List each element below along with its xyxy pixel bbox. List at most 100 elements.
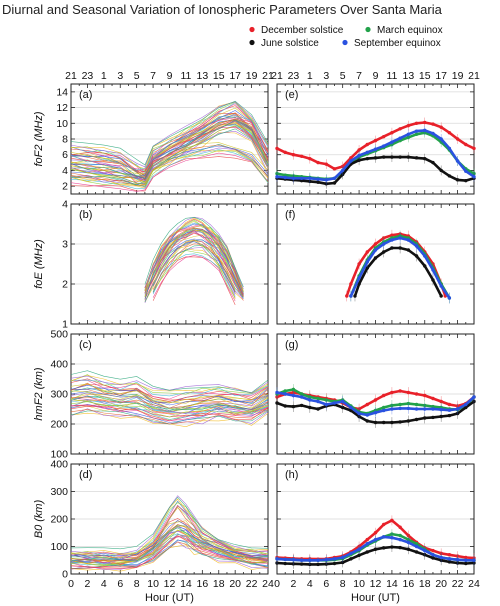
- data-point: [414, 129, 419, 133]
- top-tick-label: 3: [323, 70, 329, 82]
- legend-label: September equinox: [354, 38, 441, 49]
- y-axis-label: foE (MHz): [33, 239, 45, 289]
- series-line: [70, 529, 269, 564]
- data-point: [283, 557, 287, 562]
- series-line: [144, 220, 244, 294]
- data-point: [382, 250, 386, 254]
- series-line: [70, 156, 269, 192]
- series-line: [70, 496, 269, 550]
- y-tick-label: 200: [50, 514, 68, 526]
- data-point: [431, 548, 435, 553]
- series-line: [70, 101, 269, 172]
- data-point: [398, 236, 402, 240]
- y-tick-label: 4: [62, 199, 68, 211]
- data-point: [423, 548, 427, 553]
- data-point: [349, 156, 353, 160]
- legend-label: March equinox: [377, 25, 443, 36]
- data-point: [390, 545, 394, 549]
- series-line: [70, 116, 269, 180]
- data-point: [373, 242, 378, 246]
- data-point: [439, 125, 443, 129]
- data-point: [398, 537, 402, 542]
- series-line: [70, 526, 269, 566]
- data-point: [349, 282, 353, 286]
- data-point: [283, 561, 287, 566]
- series-line: [152, 245, 236, 293]
- data-point: [357, 547, 361, 551]
- data-point: [423, 254, 427, 258]
- series-line: [70, 409, 269, 425]
- panel-c: 100 200 300 400 500 (c) hmF2 (km): [33, 329, 269, 461]
- top-tick-label: 15: [419, 70, 431, 82]
- data-point: [373, 420, 378, 425]
- data-point: [357, 411, 361, 416]
- top-tick-label: 11: [386, 70, 397, 82]
- data-point: [340, 405, 345, 410]
- series-line: [70, 122, 269, 183]
- series-line: [70, 495, 269, 555]
- series-line: [144, 229, 244, 297]
- data-point: [373, 398, 378, 402]
- data-point: [414, 392, 419, 396]
- data-point: [357, 148, 361, 152]
- data-point: [455, 137, 460, 141]
- data-point: [316, 160, 320, 165]
- series-line: [144, 230, 244, 295]
- data-point: [291, 558, 296, 562]
- x-tick-label: 14: [386, 578, 398, 590]
- data-point: [414, 417, 419, 422]
- series-line: [70, 149, 269, 188]
- data-point: [447, 131, 452, 135]
- x-tick-label: 10: [147, 578, 159, 590]
- series-line: [144, 224, 244, 294]
- data-point: [382, 535, 386, 539]
- data-point: [398, 127, 402, 131]
- series-line: [70, 142, 269, 178]
- x-tick-label: 24: [262, 578, 274, 590]
- x-tick-label: 20: [229, 578, 241, 590]
- data-point: [299, 178, 304, 183]
- data-point: [308, 558, 312, 562]
- series-line: [70, 525, 269, 559]
- series-line: [70, 149, 269, 186]
- data-point: [390, 407, 394, 411]
- top-tick-label: 19: [452, 70, 464, 82]
- data-point: [390, 420, 394, 425]
- top-tick-label: 5: [134, 70, 140, 82]
- series-line: [70, 541, 269, 569]
- series-line: [70, 398, 269, 416]
- data-point: [373, 531, 378, 535]
- top-tick-label: 7: [150, 70, 156, 82]
- data-point: [365, 266, 369, 270]
- y-tick-label: 400: [50, 459, 68, 471]
- data-point: [345, 294, 349, 298]
- series-line: [70, 374, 269, 395]
- data-point: [373, 147, 378, 151]
- y-tick-label: 300: [50, 486, 68, 498]
- data-point: [414, 402, 419, 407]
- data-point: [283, 392, 287, 396]
- y-tick-label: 100: [50, 449, 68, 461]
- series-line: [70, 117, 269, 171]
- data-point: [382, 405, 386, 410]
- top-tick-label: 23: [82, 70, 94, 82]
- series-line: [152, 256, 236, 306]
- x-tick-label: 8: [134, 578, 140, 590]
- series-line: [70, 527, 269, 562]
- x-tick-label: 22: [452, 578, 464, 590]
- series-line: [144, 217, 244, 291]
- data-point: [373, 537, 378, 542]
- series-line: [144, 219, 244, 293]
- data-point: [275, 175, 279, 179]
- series-line: [152, 255, 236, 302]
- data-point: [373, 156, 378, 160]
- data-point: [275, 401, 279, 405]
- data-point: [414, 132, 419, 136]
- x-tick-label: 0: [68, 578, 74, 590]
- data-point: [353, 294, 357, 298]
- panel-label: (g): [285, 339, 298, 351]
- data-point: [414, 121, 419, 125]
- top-tick-label: 17: [229, 70, 241, 82]
- data-point: [299, 176, 304, 180]
